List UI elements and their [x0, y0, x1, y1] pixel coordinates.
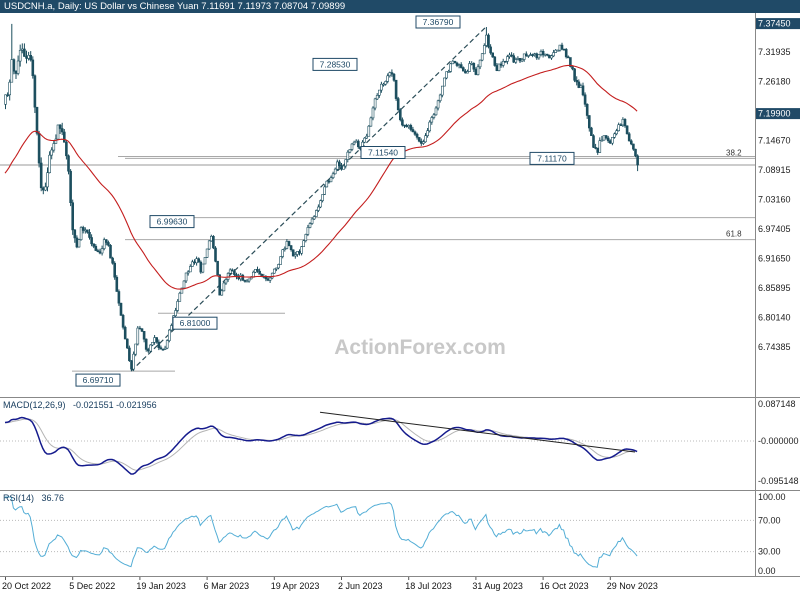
x-axis-label: 20 Oct 2022	[2, 581, 51, 591]
price-trendline	[130, 26, 487, 372]
price-level-lines: 38.2 61.8	[72, 148, 755, 372]
y-axis-label: 7.03160	[758, 195, 791, 205]
rsi-indicator-name: RSI(14)	[3, 493, 35, 503]
y-axis-label: 7.08915	[758, 165, 791, 175]
macd-signal-line	[4, 418, 638, 471]
rsi-axis-label: 30.00	[758, 547, 781, 557]
price-label-text: 6.69710	[83, 375, 114, 385]
price-label-box	[529, 151, 575, 165]
x-axis-label: 5 Dec 2022	[69, 581, 115, 591]
price-label-boxes: 7.36790 7.28530 7.11540 7.11170 6.99630 6.810…	[75, 15, 575, 387]
rsi-indicator-header: RSI(14) 36.76	[3, 493, 69, 503]
rsi-indicator-value: 36.76	[41, 493, 65, 503]
y-axis-label-highlight: 7.19900	[758, 109, 791, 119]
fib-level-label: 38.2	[726, 148, 742, 157]
price-label-text: 7.36790	[423, 17, 454, 27]
x-axis-label: 31 Aug 2023	[472, 581, 523, 591]
price-label-text: 7.28530	[320, 59, 351, 69]
rsi-axis-label: 0.00	[758, 566, 776, 576]
x-axis-label: 2 Jun 2023	[338, 581, 383, 591]
rsi-line	[5, 496, 638, 568]
y-axis-label-highlight: 7.37450	[758, 19, 791, 29]
moving-average-line	[4, 64, 638, 290]
price-label-box	[415, 15, 461, 29]
price-label-text: 7.11540	[368, 148, 398, 158]
time-axis[interactable]: 20 Oct 2022 5 Dec 2022 19 Jan 2023 6 Mar 20…	[2, 577, 658, 591]
y-axis-label: 6.74385	[758, 342, 791, 352]
macd-axis-label: -0.000000	[758, 436, 799, 446]
rsi-axis-label: 100.00	[758, 492, 786, 502]
x-axis-label: 29 Nov 2023	[607, 581, 658, 591]
price-label-box	[172, 316, 218, 330]
macd-line	[4, 416, 638, 475]
fib-level-label: 61.8	[726, 230, 742, 239]
price-axis[interactable]: 7.37450 7.31935 7.26180 7.19900 7.14670 7.089…	[756, 18, 800, 352]
macd-indicator-values: -0.021551 -0.021956	[73, 400, 157, 410]
chart-title: USDCNH.a, Daily: US Dollar vs Chinese Yu…	[4, 1, 346, 12]
watermark-text: ActionForex.com	[334, 336, 506, 359]
macd-axis-label: 0.087148	[758, 399, 796, 409]
y-axis-highlight-box	[756, 18, 800, 30]
macd-trendline	[319, 411, 636, 453]
y-axis-label: 6.85895	[758, 283, 791, 293]
price-label-box	[360, 146, 406, 159]
chart-title-bar: USDCNH.a, Daily: US Dollar vs Chinese Yu…	[0, 0, 800, 13]
macd-indicator-header: MACD(12,26,9) -0.021551 -0.021956	[3, 400, 162, 410]
price-label-box	[75, 373, 121, 387]
price-label-text: 7.11170	[537, 153, 567, 163]
macd-axis-label: -0.095148	[758, 476, 799, 486]
candlestick-series	[4, 23, 639, 372]
y-axis-label: 7.14670	[758, 136, 791, 146]
price-label-text: 6.81000	[180, 318, 211, 328]
x-axis-label: 19 Apr 2023	[271, 581, 320, 591]
x-axis-label: 6 Mar 2023	[204, 581, 250, 591]
y-axis-highlight-box	[756, 108, 800, 120]
y-axis-label: 6.91650	[758, 254, 791, 264]
macd-indicator-name: MACD(12,26,9)	[3, 400, 66, 410]
x-axis-label: 19 Jan 2023	[136, 581, 186, 591]
y-axis-label: 6.80140	[758, 313, 791, 323]
y-axis-label: 6.97405	[758, 224, 791, 234]
y-axis-label: 7.26180	[758, 76, 791, 86]
price-label-box	[312, 57, 358, 71]
rsi-axis-label: 70.00	[758, 515, 781, 525]
x-axis-label: 18 Jul 2023	[405, 581, 452, 591]
price-label-text: 6.99630	[157, 217, 188, 227]
y-axis-label: 7.31935	[758, 47, 791, 57]
x-axis-label: 16 Oct 2023	[540, 581, 589, 591]
price-label-box	[149, 215, 195, 229]
